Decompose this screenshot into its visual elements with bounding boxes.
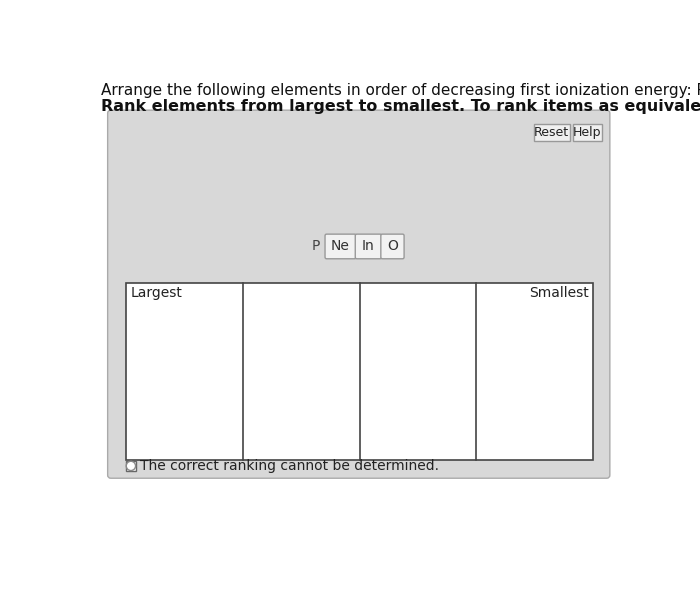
Text: Ne: Ne (331, 240, 350, 253)
Text: The correct ranking cannot be determined.: The correct ranking cannot be determined… (140, 459, 439, 473)
Text: Rank elements from largest to smallest. To rank items as equivalent, overlap the: Rank elements from largest to smallest. … (102, 99, 700, 115)
FancyBboxPatch shape (381, 234, 404, 259)
FancyBboxPatch shape (573, 124, 602, 141)
Text: Largest: Largest (130, 287, 182, 301)
FancyBboxPatch shape (356, 234, 382, 259)
Text: In: In (362, 240, 375, 253)
Text: Smallest: Smallest (529, 287, 589, 301)
Text: Reset: Reset (534, 126, 569, 139)
Text: P: P (312, 240, 320, 253)
Bar (126, 461, 136, 470)
Circle shape (126, 461, 136, 470)
Text: Arrange the following elements in order of decreasing first ionization energy: P: Arrange the following elements in order … (102, 83, 700, 98)
Text: O: O (387, 240, 398, 253)
FancyBboxPatch shape (108, 110, 610, 478)
FancyBboxPatch shape (534, 124, 570, 141)
FancyBboxPatch shape (325, 234, 356, 259)
Bar (126, 282, 593, 460)
Text: Help: Help (573, 126, 601, 139)
